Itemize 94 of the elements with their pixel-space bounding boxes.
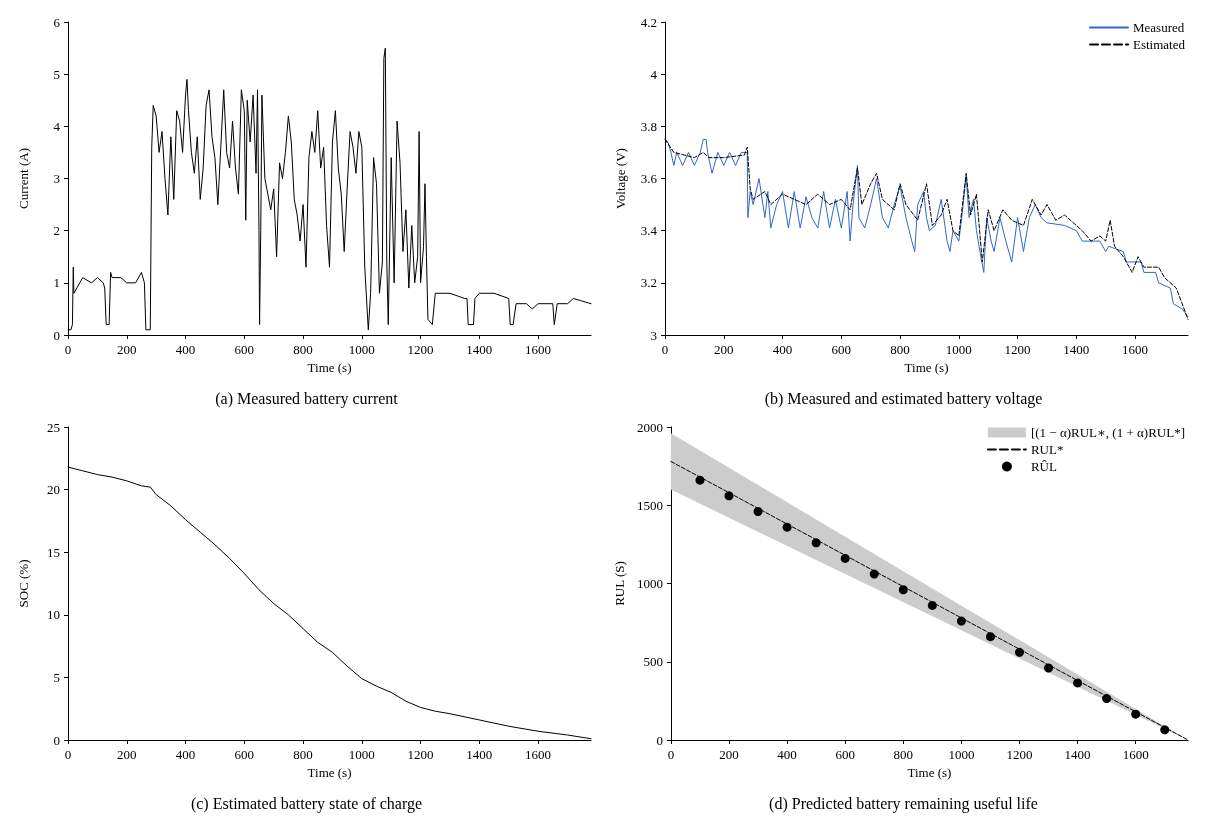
y-tick-label: 3.6: [640, 171, 658, 186]
x-tick-label: 1600: [1122, 747, 1149, 762]
x-tick-label: 1200: [407, 342, 434, 357]
x-tick-label: 600: [234, 342, 255, 357]
y-tick-label: 1000: [636, 576, 663, 591]
point: [869, 569, 879, 579]
y-tick-label: 0: [53, 732, 60, 748]
x-tick-label: 800: [293, 342, 313, 357]
x-axis-title: Time (s): [904, 359, 949, 375]
y-axis-title: Voltage (V): [613, 148, 628, 209]
text: (b) Measured and estimated battery voltage: [764, 389, 1043, 408]
y-tick-label: 4: [53, 118, 61, 134]
y-tick-label: 0: [656, 732, 663, 748]
x-tick-label: 1200: [1004, 342, 1031, 357]
y-tick-label: 4: [650, 66, 658, 82]
legend-label: RÛL: [1030, 459, 1057, 474]
point: [1073, 678, 1083, 688]
y-tick-label: 5: [53, 66, 60, 82]
x-axis-title: Time (s): [907, 764, 952, 780]
point: [840, 553, 850, 563]
y-tick-label: 5: [53, 669, 60, 685]
point: [898, 585, 908, 595]
point: [927, 600, 937, 610]
x-tick-label: 400: [772, 342, 793, 357]
y-tick-label: 6: [53, 14, 61, 30]
point: [1044, 663, 1054, 673]
x-axis-title: Time (s): [307, 359, 352, 375]
y-tick-label: 4.2: [640, 14, 657, 30]
y-tick-label: 3: [650, 327, 657, 343]
y-tick-label: 2: [53, 223, 60, 239]
y-tick-label: 1500: [636, 497, 663, 513]
x-tick-label: 1600: [525, 342, 552, 357]
point: [695, 475, 705, 485]
y-tick-label: 2000: [636, 419, 663, 435]
y-axis-title: Current (A): [16, 147, 31, 210]
y-tick-label: 10: [47, 607, 60, 623]
x-tick-label: 200: [719, 747, 739, 762]
text: (a) Measured battery current: [215, 389, 399, 408]
x-tick-label: 1000: [348, 747, 375, 762]
x-tick-label: 1200: [1006, 747, 1033, 762]
point: [1015, 647, 1025, 657]
x-tick-label: 400: [175, 342, 196, 357]
x-tick-label: 600: [835, 747, 855, 762]
point: [1131, 709, 1141, 719]
x-tick-label: 1400: [466, 342, 493, 357]
y-tick-label: 0: [53, 327, 60, 343]
x-tick-label: 600: [234, 747, 255, 762]
y-tick-label: 500: [643, 654, 663, 670]
x-tick-label: 800: [893, 747, 914, 762]
y-tick-label: 3.2: [640, 275, 657, 291]
y-tick-label: 15: [47, 544, 60, 560]
point: [724, 491, 734, 501]
x-tick-label: 1600: [525, 747, 552, 762]
x-tick-label: 1000: [945, 342, 972, 357]
x-tick-label: 0: [64, 747, 72, 762]
legend-label: RUL*: [1030, 442, 1064, 457]
text: (d) Predicted battery remaining useful life: [769, 794, 1038, 813]
x-tick-label: 1000: [348, 342, 375, 357]
point: [753, 507, 763, 517]
point: [956, 616, 966, 626]
y-tick-label: 3: [53, 171, 60, 186]
x-tick-label: 200: [714, 342, 734, 357]
x-tick-label: 0: [667, 747, 675, 762]
point: [985, 632, 995, 642]
x-tick-label: 1400: [1064, 747, 1091, 762]
legend-label: Estimated: [1133, 37, 1186, 52]
y-tick-label: 3.8: [640, 118, 657, 134]
y-axis-title: SOC (%): [16, 559, 31, 608]
x-tick-label: 400: [777, 747, 797, 762]
y-tick-label: 25: [47, 419, 60, 435]
legend-label: [(1 − α)RUL∗, (1 + α)RUL*]: [1030, 425, 1186, 440]
point: [782, 522, 792, 532]
point: [1102, 694, 1112, 704]
text: (c) Estimated battery state of charge: [190, 794, 423, 813]
y-tick-label: 1: [53, 275, 60, 291]
x-axis-title: Time (s): [307, 764, 352, 780]
x-tick-label: 200: [117, 747, 137, 762]
x-tick-label: 600: [831, 342, 852, 357]
x-tick-label: 400: [175, 747, 196, 762]
x-tick-label: 1000: [948, 747, 975, 762]
x-tick-label: 1400: [466, 747, 493, 762]
legend-label: Measured: [1133, 20, 1185, 35]
y-axis-title: RUL (S): [612, 561, 627, 606]
x-tick-label: 1400: [1063, 342, 1090, 357]
y-tick-label: 20: [47, 482, 60, 498]
x-tick-label: 800: [293, 747, 313, 762]
x-tick-label: 1200: [407, 747, 434, 762]
y-tick-label: 3.4: [640, 223, 658, 239]
point: [1160, 725, 1170, 735]
point: [811, 538, 821, 548]
x-tick-label: 800: [890, 342, 910, 357]
x-tick-label: 1600: [1122, 342, 1149, 357]
x-tick-label: 0: [64, 342, 72, 357]
x-tick-label: 200: [117, 342, 137, 357]
